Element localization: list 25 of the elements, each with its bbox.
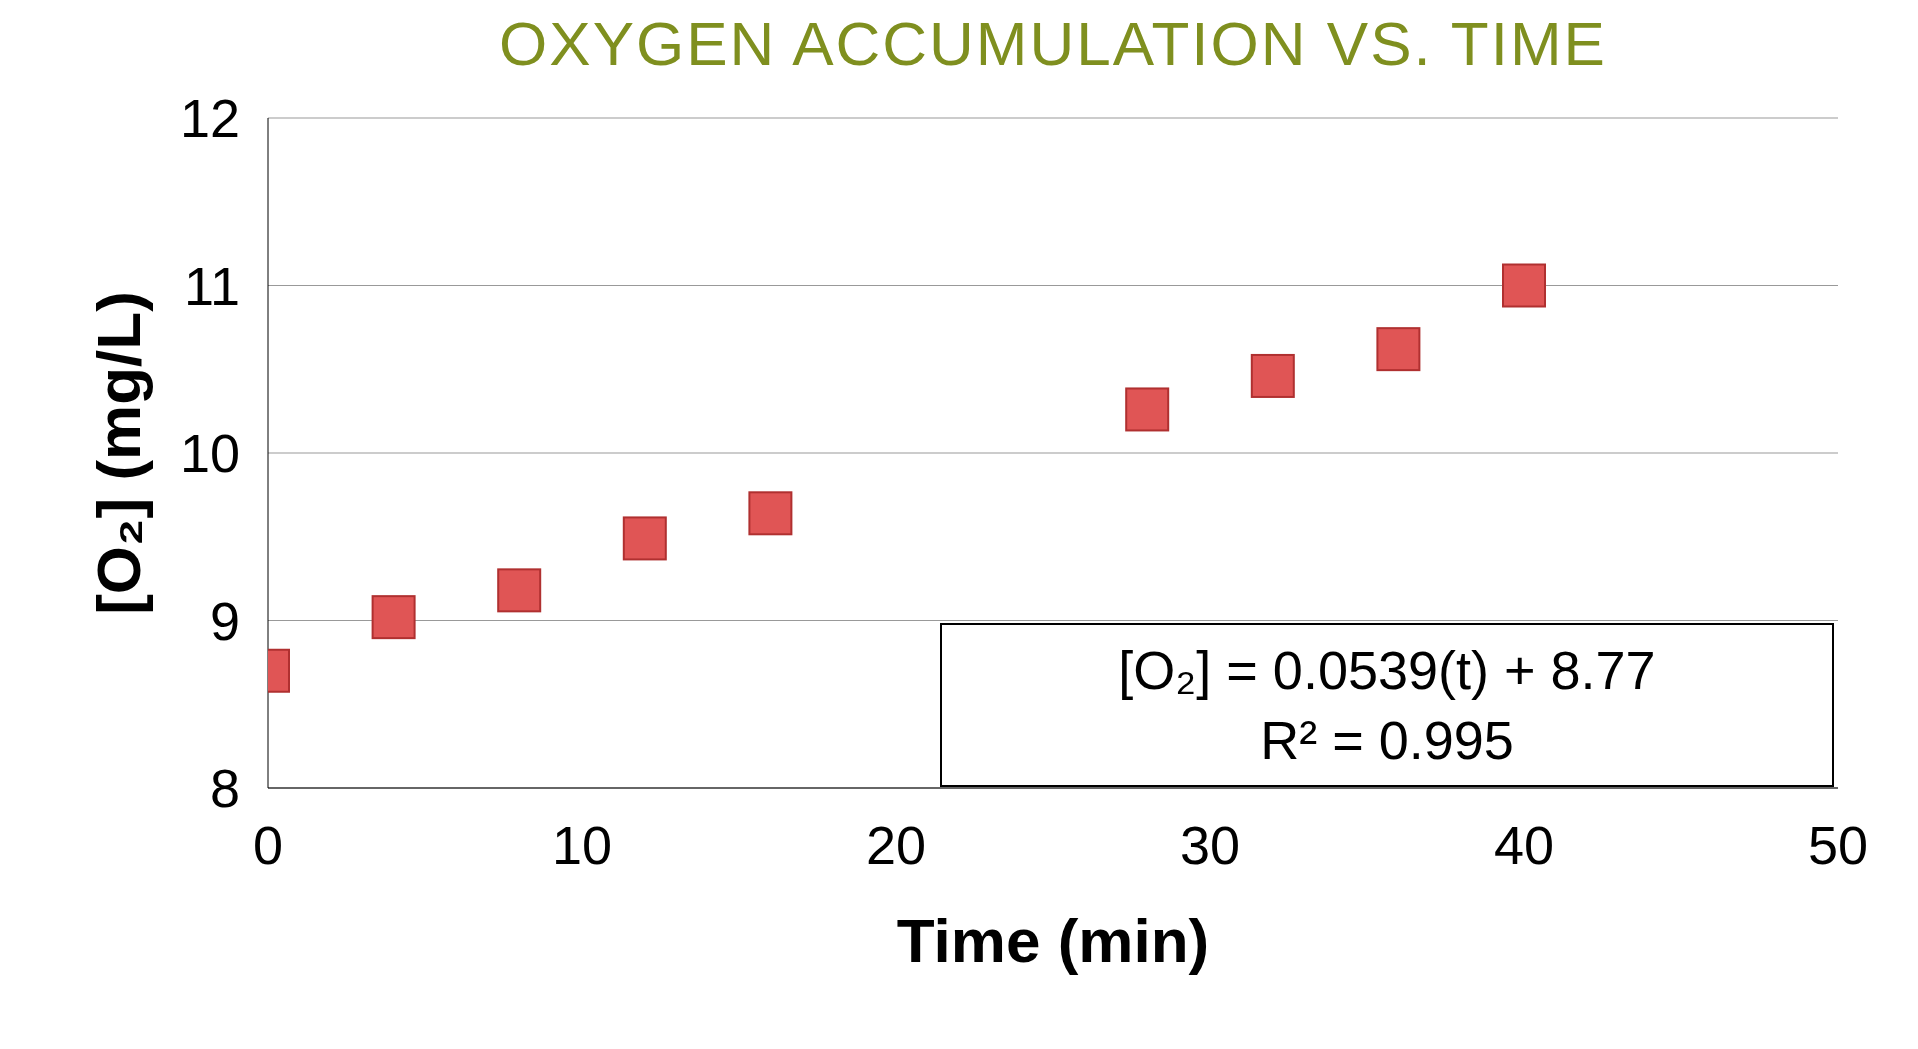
x-tick-label: 20 (865, 815, 927, 876)
y-axis-title: [O₂] (mg/L) (84, 291, 154, 615)
y-tick-label: 12 (179, 88, 240, 149)
x-tick-label: 30 (1179, 815, 1241, 876)
point (1125, 387, 1170, 432)
point (748, 491, 793, 536)
equation-box: [O₂] = 0.0539(t) + 8.77 R² = 0.995 (940, 623, 1834, 788)
annotation: R² = 0.995 (1259, 709, 1515, 773)
x-tick-label: 10 (551, 815, 613, 876)
x-tick-label: 40 (1493, 815, 1555, 876)
x-tick-label: 50 (1807, 815, 1869, 876)
point (1250, 353, 1295, 398)
y-tick-label: 10 (179, 423, 240, 484)
x-tick-label: 0 (252, 815, 284, 876)
point (497, 568, 542, 613)
point (622, 516, 667, 561)
point (1376, 327, 1421, 372)
y-tick-label: 9 (209, 590, 240, 651)
point (371, 595, 416, 640)
y-tick-label: 8 (209, 758, 240, 819)
y-tick-label: 11 (183, 255, 240, 316)
x-axis-title: Time (min) (896, 906, 1210, 976)
point (1502, 263, 1546, 308)
chart-title: OXYGEN ACCUMULATION VS. TIME (498, 8, 1608, 79)
annotation: [O₂] = 0.0539(t) + 8.77 (1117, 639, 1657, 702)
